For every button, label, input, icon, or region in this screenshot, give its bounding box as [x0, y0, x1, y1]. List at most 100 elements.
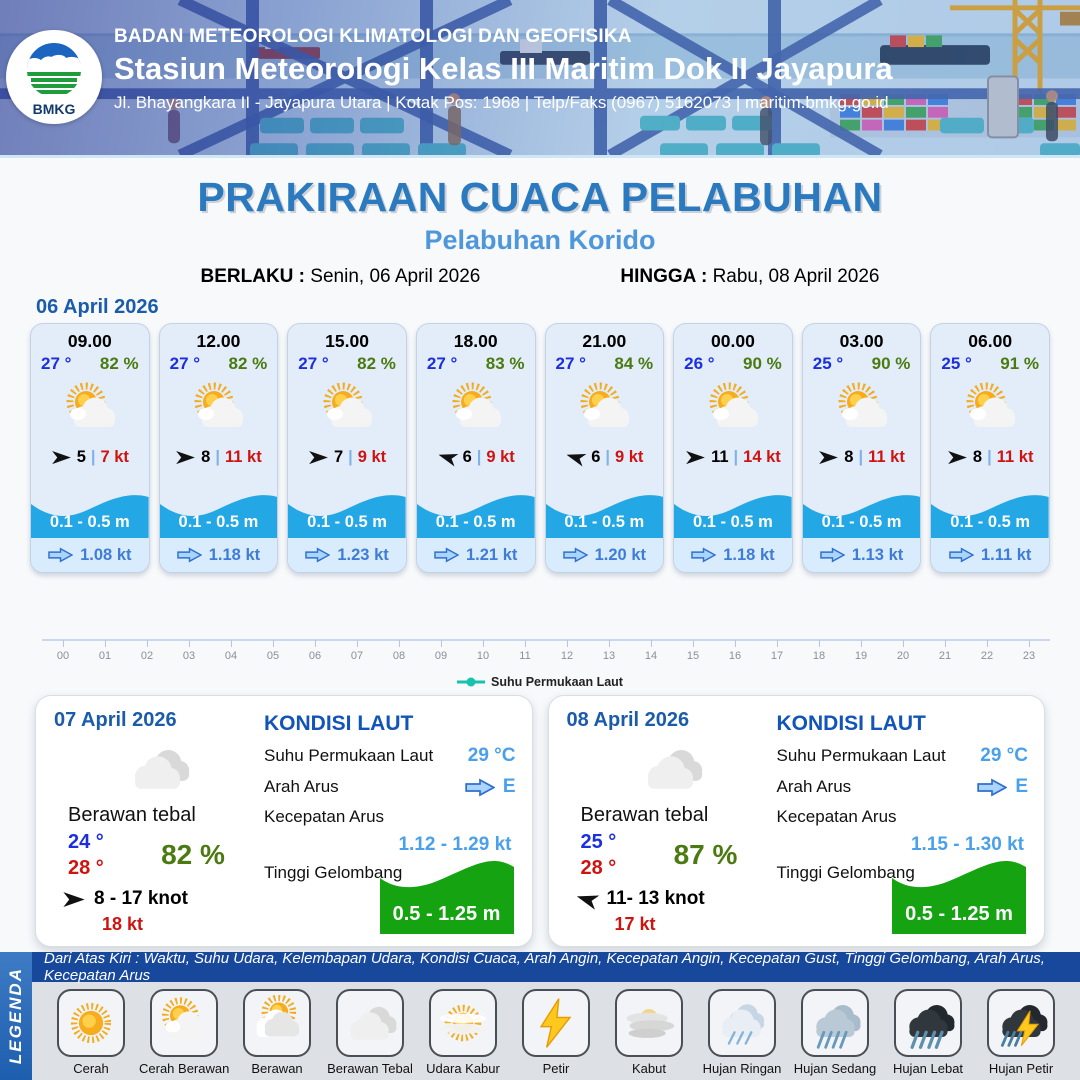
air-temperature: 26 °: [684, 354, 715, 373]
forecast-card: 15.00 27 ° 82 % 7 | 9 kt 0.1 - 0.5 m 1.2…: [287, 323, 407, 573]
current-arrow-icon: [562, 547, 588, 563]
legend-sidebar: LEGENDA: [0, 952, 32, 1080]
current-row: 1.21 kt: [416, 538, 535, 572]
temp-humidity-row: 25 ° 90 %: [803, 352, 921, 374]
current-arrow-icon: [691, 547, 717, 563]
current-speed-value: 1.18 kt: [208, 545, 261, 564]
hujan-ringan-icon: [708, 989, 776, 1057]
separator: |: [858, 448, 864, 466]
cloud-icon: [606, 736, 736, 802]
current-speed-value: 1.23 kt: [337, 545, 389, 564]
wind-row: 8 | 11 kt: [931, 448, 1049, 467]
wave-height-value: 0.1 - 0.5 m: [307, 513, 387, 531]
wave-height-band: 0.1 - 0.5 m: [416, 480, 535, 538]
axis-hour-tick: 17: [756, 640, 798, 664]
humidity: 87 %: [673, 839, 738, 870]
hujan-lebat-icon: [894, 989, 962, 1057]
legend-item-hujan-sedang: Hujan Sedang: [790, 989, 880, 1080]
humidity: 91 %: [1000, 354, 1039, 373]
wind-arrow-right-icon: [175, 450, 196, 465]
wind-speed: 8: [844, 448, 854, 466]
current-speed-row: Kecepatan Arus: [776, 807, 897, 826]
temp-humidity-row: 27 ° 82 %: [31, 352, 149, 374]
wave-height-value: 0.1 - 0.5 m: [49, 513, 130, 531]
header: BMKG BADAN METEOROLOGI KLIMATOLOGI DAN G…: [0, 0, 1080, 158]
humidity: 82 %: [161, 839, 225, 870]
wave-shape-icon: [31, 495, 149, 538]
axis-hour-tick: 13: [588, 640, 630, 664]
current-direction-row: Arah Arus E: [264, 776, 516, 797]
current-direction-row: Arah Arus E: [776, 776, 1029, 797]
day-panel: 08 April 2026 Berawan tebal 25 ° 87 % 28…: [547, 695, 1045, 947]
weather-icon: [803, 374, 921, 446]
berawan-icon: [243, 989, 311, 1057]
temp-humidity-row: 27 ° 82 %: [288, 352, 406, 374]
legend-item-berawan-tebal: Berawan Tebal: [325, 989, 415, 1080]
gust-speed: 9 kt: [615, 448, 644, 466]
wave-height-badge: 0.5 - 1.25 m: [892, 856, 1026, 934]
bmkg-logo-text: BMKG: [33, 101, 76, 117]
wind-range: 8 - 17 knot: [94, 888, 188, 909]
port-name: Pelabuhan Korido: [424, 225, 656, 255]
temp-grid: 25 ° 87 % 28 °: [571, 829, 771, 881]
wind-arrow-left-icon: [437, 450, 458, 467]
legend-sidebar-label: LEGENDA: [6, 967, 25, 1065]
wind-speed: 11: [711, 448, 729, 466]
time-label: 09.00: [67, 331, 112, 351]
separator: |: [348, 448, 353, 466]
sea-surface-temp: 29 °C: [467, 745, 516, 766]
wind-row: 6 | 9 kt: [417, 448, 535, 467]
wind-direction-icon: [62, 891, 86, 908]
humidity: 82 %: [99, 354, 139, 373]
axis-hour-tick: 02: [126, 640, 168, 664]
panel-date: 07 April 2026: [54, 709, 177, 731]
air-temperature: 25 °: [941, 354, 972, 373]
forecast-card: 06.00 25 ° 91 % 8 | 11 kt 0.1 - 0.5 m 1.…: [930, 323, 1050, 573]
legend-item-berawan: Berawan: [232, 989, 322, 1080]
gust-speed: 9 kt: [486, 448, 515, 466]
wave-height-band: 0.1 - 0.5 m: [159, 480, 278, 538]
temp-humidity-row: 27 ° 84 %: [546, 352, 664, 374]
wind-speed: 6: [591, 448, 601, 466]
weather-icon: [674, 374, 792, 446]
panel-weather-column: Berawan tebal 24 ° 82 % 28 ° 8 - 17 knot…: [58, 736, 258, 935]
wave-shape-icon: [674, 495, 792, 538]
forecast-card: 00.00 26 ° 90 % 11 | 14 kt 0.1 - 0.5 m 1…: [673, 323, 793, 573]
legend-item-label: Hujan Petir: [988, 1061, 1054, 1076]
current-speed-value: 1.18 kt: [723, 545, 775, 564]
wave-shape-icon: [802, 495, 921, 538]
sst-chart: 00 01 02 03 04 05 06 07 08 09 10 11 12 13 14 15 16 17 18 19…: [0, 577, 1080, 693]
current-arrow-icon: [820, 547, 845, 563]
current-arrow-icon: [176, 547, 202, 563]
wind-speed: 6: [462, 448, 472, 466]
bmkg-logo: BMKG: [6, 30, 102, 124]
sst-row: Suhu Permukaan Laut 29 °C: [264, 745, 516, 766]
axis-hour-tick: 08: [378, 640, 420, 664]
wave-height-value: 0.1 - 0.5 m: [564, 513, 645, 531]
axis-hour-tick: 04: [210, 640, 252, 664]
current-speed-value: 1.20 kt: [594, 545, 646, 564]
wind-arrow-right-icon: [51, 450, 72, 465]
chart-legend: Suhu Permukaan Laut: [0, 675, 1080, 689]
weather-icon: [417, 374, 535, 446]
axis-hour-tick: 19: [840, 640, 882, 664]
legend-item-cerah: Cerah: [46, 989, 136, 1080]
time-label: 00.00: [711, 331, 755, 351]
axis-hour-tick: 06: [294, 640, 336, 664]
legend-item-petir: Petir: [511, 989, 601, 1080]
axis-hour-tick: 21: [924, 640, 966, 664]
cerah-berawan-icon: [150, 989, 218, 1057]
wind-row: 5 | 7 kt: [31, 448, 149, 467]
legend-items: Cerah Cerah Berawan Berawan Berawan Tebal Ud…: [32, 982, 1080, 1080]
wind-arrow-right-icon: [308, 450, 329, 465]
berlaku-value: Senin, 06 April 2026: [310, 266, 481, 287]
axis-hour-tick: 23: [1008, 640, 1050, 664]
wind-speed: 7: [333, 448, 344, 466]
wave-height-value: 0.1 - 0.5 m: [178, 513, 259, 531]
legend-item-hujan-lebat: Hujan Lebat: [883, 989, 973, 1080]
axis-hour-tick: 14: [630, 640, 672, 664]
current-arrow-icon: [949, 547, 974, 563]
current-row: 1.13 kt: [802, 538, 921, 572]
gust-speed: 17 kt: [614, 914, 656, 934]
